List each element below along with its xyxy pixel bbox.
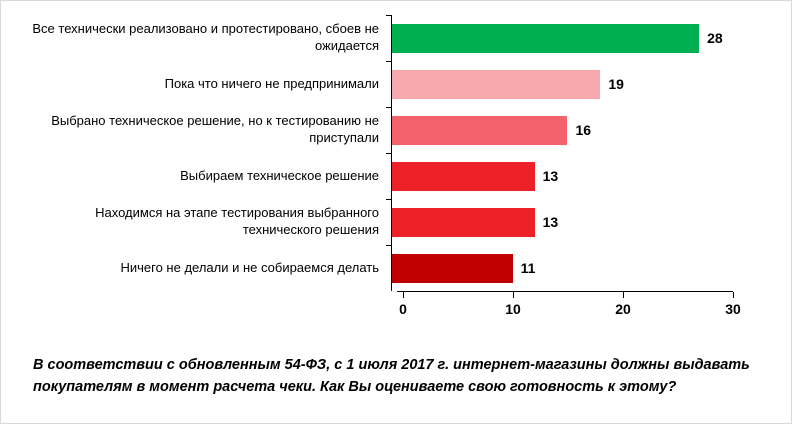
chart-row: Все технически реализовано и протестиров… <box>13 15 779 61</box>
category-axis-tick <box>386 153 392 154</box>
bar <box>392 207 535 237</box>
category-label: Пока что ничего не предпринимали <box>164 75 379 91</box>
x-axis-tick-label: 30 <box>725 301 741 317</box>
x-axis-tick <box>403 292 404 298</box>
bar <box>392 115 568 145</box>
category-label: Все технически реализовано и протестиров… <box>32 21 379 53</box>
chart-row: Выбираем техническое решение 13 <box>13 153 779 199</box>
category-axis-tick <box>386 15 392 16</box>
x-axis-tick <box>733 292 734 298</box>
category-axis-tick <box>386 245 392 246</box>
chart-rows: Все технически реализовано и протестиров… <box>13 15 779 291</box>
chart-row: Ничего не делали и не собираемся делать 1… <box>13 245 779 291</box>
bar-area: 13 <box>386 153 721 199</box>
bar-value-label: 11 <box>520 260 536 276</box>
bar <box>392 23 700 53</box>
chart-caption: В соответствии с обновленным 54-ФЗ, с 1 … <box>33 357 750 395</box>
bar-area: 13 <box>386 199 721 245</box>
category-label: Ничего не делали и не собираемся делать <box>120 259 379 275</box>
bar-area: 28 <box>386 15 723 61</box>
x-axis: 0 10 20 30 <box>13 291 779 321</box>
x-axis-tick-label: 0 <box>399 301 407 317</box>
chart-row: Находимся на этапе тестирования выбранно… <box>13 199 779 245</box>
category-label: Выбрано техническое решение, но к тестир… <box>51 113 379 145</box>
category-axis-tick <box>386 107 392 108</box>
bar-area: 11 <box>386 245 721 291</box>
x-axis-spacer <box>13 291 403 321</box>
category-label: Выбираем техническое решение <box>180 167 379 183</box>
bar-area: 16 <box>386 107 721 153</box>
bar-chart: Все технически реализовано и протестиров… <box>13 15 779 321</box>
category-axis-tick <box>386 61 392 62</box>
bar-value-label: 16 <box>575 122 592 138</box>
category-label: Находимся на этапе тестирования выбранно… <box>95 205 379 237</box>
chart-row: Выбрано техническое решение, но к тестир… <box>13 107 779 153</box>
x-axis-tick-label: 20 <box>615 301 631 317</box>
bar <box>392 161 535 191</box>
bar-value-label: 13 <box>542 168 559 184</box>
bar-value-label: 28 <box>707 30 723 46</box>
x-axis-line: 0 10 20 30 <box>397 291 741 321</box>
x-axis-tick <box>513 292 514 298</box>
chart-row: Пока что ничего не предпринимали 19 <box>13 61 779 107</box>
x-axis-tick-label: 10 <box>505 301 521 317</box>
bar-value-label: 19 <box>608 76 624 92</box>
category-axis-tick <box>386 199 392 200</box>
bar-value-label: 13 <box>542 214 559 230</box>
bar <box>392 69 601 99</box>
bar <box>392 253 513 283</box>
bar-area: 19 <box>386 61 721 107</box>
x-axis-tick <box>623 292 624 298</box>
